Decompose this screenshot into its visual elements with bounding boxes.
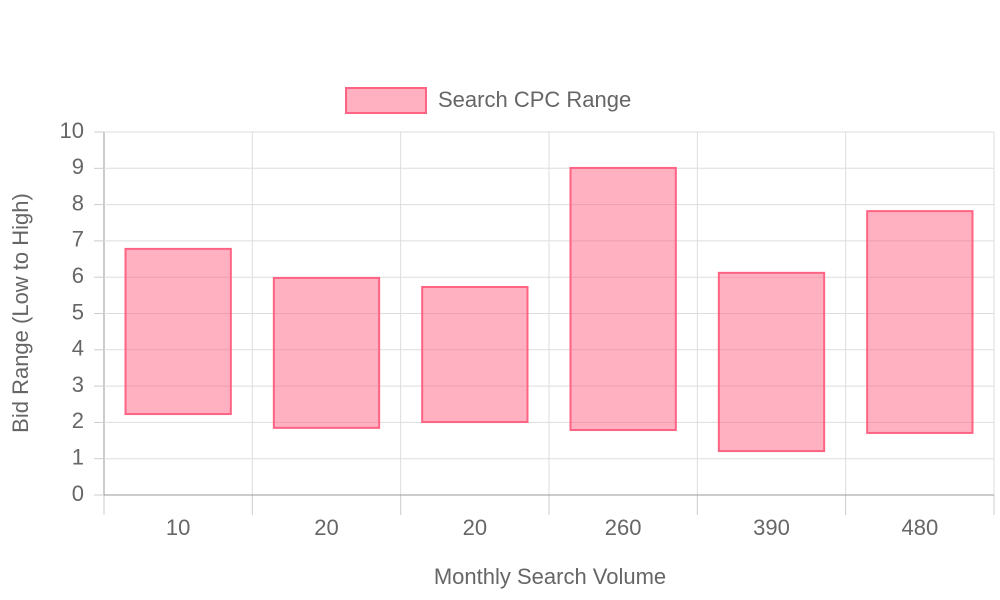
x-axis-title: Monthly Search Volume xyxy=(434,564,666,589)
y-tick-label: 7 xyxy=(72,227,84,252)
y-tick-label: 3 xyxy=(72,372,84,397)
x-tick-label: 10 xyxy=(166,515,190,540)
x-tick-label: 480 xyxy=(901,515,938,540)
x-tick-label: 20 xyxy=(463,515,487,540)
x-tick-label: 20 xyxy=(314,515,338,540)
y-tick-label: 5 xyxy=(72,299,84,324)
y-tick-label: 2 xyxy=(72,408,84,433)
y-tick-label: 9 xyxy=(72,154,84,179)
x-tick-label: 260 xyxy=(605,515,642,540)
legend-swatch xyxy=(345,87,427,114)
x-tick-label: 390 xyxy=(753,515,790,540)
bar xyxy=(272,276,381,429)
y-tick-label: 1 xyxy=(72,445,84,470)
y-tick-label: 0 xyxy=(72,481,84,506)
y-tick-label: 6 xyxy=(72,263,84,288)
y-axis-title: Bid Range (Low to High) xyxy=(8,193,33,433)
legend-label: Search CPC Range xyxy=(438,87,631,112)
y-tick-label: 10 xyxy=(60,118,84,143)
bar xyxy=(124,247,232,416)
bar xyxy=(866,210,974,434)
y-tick-label: 4 xyxy=(72,336,84,361)
y-tick-label: 8 xyxy=(72,190,84,215)
bar xyxy=(421,286,529,424)
bar xyxy=(717,271,826,453)
bar xyxy=(569,166,677,432)
